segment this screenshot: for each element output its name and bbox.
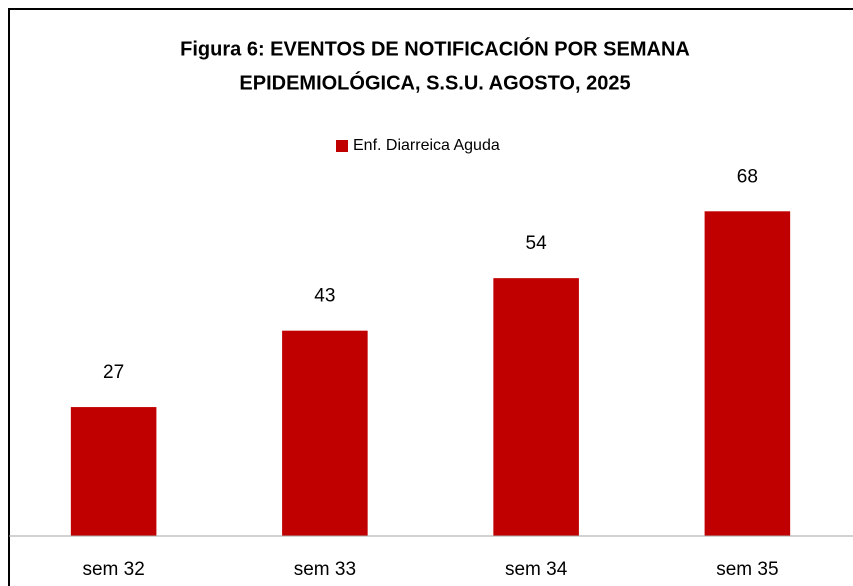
chart-subtitle: EPIDEMIOLÓGICA, S.S.U. AGOSTO, 2025	[239, 70, 630, 94]
data-label: 43	[314, 286, 335, 307]
bar	[70, 407, 157, 536]
x-tick-label: sem 32	[82, 559, 144, 580]
bar	[704, 211, 791, 537]
bar	[282, 330, 368, 536]
bar	[493, 278, 579, 536]
x-tick-label: sem 33	[294, 559, 356, 580]
x-tick-label: sem 34	[505, 559, 568, 580]
legend-label: Enf. Diarreica Aguda	[353, 137, 500, 154]
legend-swatch	[336, 140, 348, 152]
chart-border	[8, 8, 853, 586]
data-label: 27	[103, 362, 124, 383]
chart-title: Figura 6: EVENTOS DE NOTIFICACIÓN POR SE…	[180, 36, 690, 60]
x-tick-label: sem 35	[716, 559, 778, 580]
data-label: 54	[526, 233, 548, 254]
data-label: 68	[737, 166, 758, 187]
